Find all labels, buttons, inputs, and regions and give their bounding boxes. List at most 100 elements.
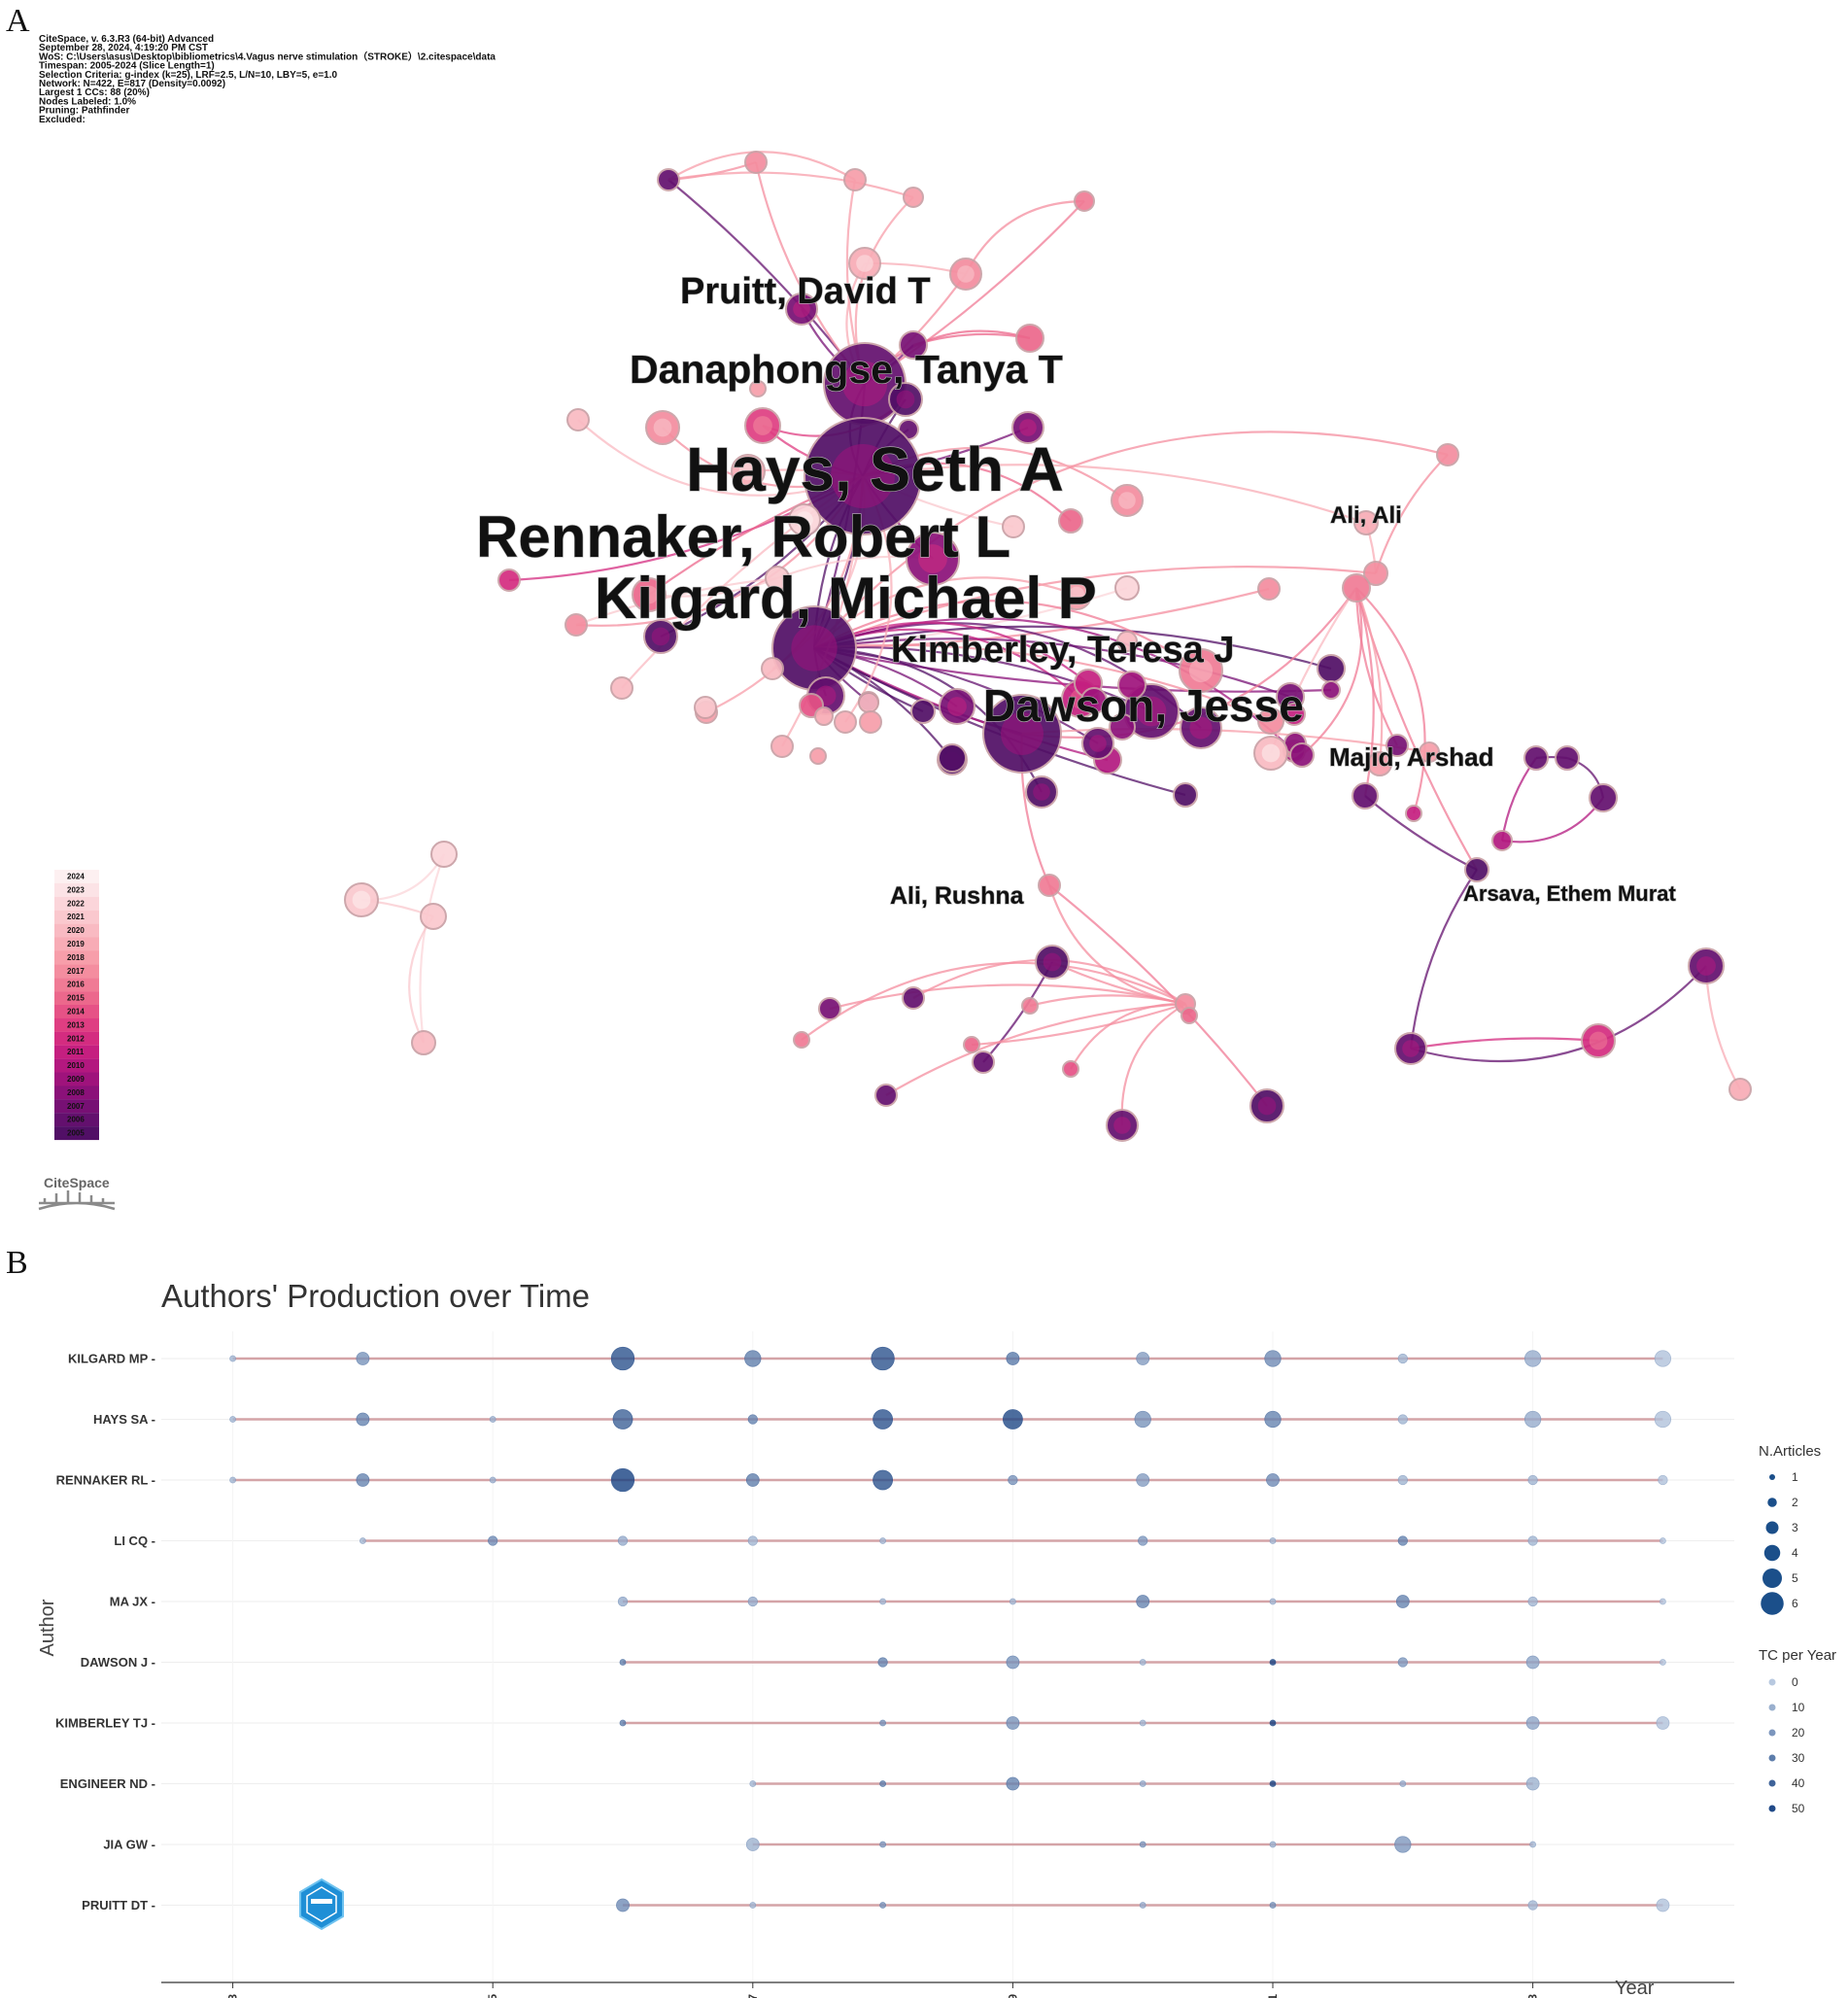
article-point	[747, 1535, 758, 1546]
article-point	[1269, 1598, 1277, 1605]
network-node-core	[738, 462, 758, 481]
year-label: 2007	[67, 1102, 85, 1111]
author-label: Kimberley, Teresa J	[891, 630, 1234, 671]
article-point	[616, 1898, 630, 1912]
network-node-core	[1402, 1040, 1420, 1057]
year-label: 2021	[67, 913, 85, 921]
article-point	[879, 1598, 886, 1605]
article-point	[356, 1352, 370, 1365]
article-point	[1136, 1595, 1150, 1608]
network-edge	[419, 853, 446, 1044]
network-node-core	[639, 585, 659, 604]
network-node	[1363, 561, 1388, 586]
network-node-core	[793, 300, 810, 318]
x-tick-label: 2023	[1526, 1994, 1540, 1998]
metadata-line: Pruning: Pathfinder	[39, 106, 129, 117]
author-label: Arsava, Ethem Murat	[1463, 881, 1677, 906]
article-point	[1003, 1409, 1023, 1430]
article-point	[1010, 1598, 1016, 1605]
network-node	[818, 997, 841, 1020]
year-swatch	[54, 991, 99, 1006]
x-tick-label: 2021	[1266, 1994, 1280, 1998]
color-legend-key	[1768, 1779, 1776, 1787]
article-point	[749, 1902, 757, 1909]
network-edge	[971, 1002, 1186, 1047]
article-point	[871, 1346, 895, 1371]
article-point	[612, 1409, 633, 1430]
network-edge	[1410, 1037, 1599, 1051]
size-legend-label: 5	[1792, 1571, 1798, 1585]
network-node	[809, 747, 827, 765]
network-node	[420, 903, 447, 930]
color-legend-label: 30	[1792, 1751, 1805, 1765]
network-node-core	[651, 627, 670, 646]
article-point	[610, 1346, 635, 1371]
network-node	[1117, 671, 1146, 700]
article-point	[1006, 1655, 1020, 1670]
article-point	[610, 1467, 635, 1493]
metadata-line: Network: N=422, E=817 (Density=0.0092)	[39, 79, 225, 89]
article-point	[356, 1412, 370, 1427]
chart-gridlines	[161, 1331, 1734, 1982]
year-label: 2019	[67, 940, 85, 948]
metadata-line: Selection Criteria: g-index (k=25), LRF=…	[39, 70, 337, 81]
year-label: 2013	[67, 1020, 85, 1029]
author-label: KIMBERLEY TJ -	[55, 1716, 155, 1731]
article-point	[879, 1902, 886, 1909]
author-timelines	[229, 1346, 1672, 1912]
color-legend-label: 40	[1792, 1776, 1805, 1790]
network-node	[1353, 510, 1379, 535]
year-swatch	[54, 950, 99, 965]
article-point	[1264, 1350, 1282, 1367]
author-label: HAYS SA -	[93, 1412, 155, 1427]
network-node	[910, 699, 936, 724]
article-point	[1134, 1410, 1151, 1429]
network-node	[1523, 745, 1549, 771]
network-node	[749, 380, 767, 397]
article-point	[1136, 1352, 1150, 1365]
article-point	[1527, 1474, 1538, 1486]
network-edge	[862, 464, 1367, 525]
network-edge	[667, 151, 856, 181]
article-point	[873, 1409, 893, 1430]
article-point	[1660, 1659, 1666, 1666]
network-node	[1257, 707, 1284, 735]
size-legend-label: 1	[1792, 1470, 1798, 1484]
network-edge	[982, 961, 1053, 1063]
chart-title: Authors' Production over Time	[161, 1278, 590, 1314]
network-node-core	[1188, 658, 1214, 683]
article-point	[489, 1416, 496, 1423]
metadata-line: September 28, 2024, 4:19:20 PM CST	[39, 43, 208, 53]
network-node-core	[1019, 419, 1037, 436]
network-node	[1114, 575, 1140, 601]
year-label: 2016	[67, 981, 85, 989]
article-point	[1660, 1598, 1666, 1605]
network-node	[1002, 515, 1025, 538]
article-point	[1269, 1902, 1277, 1909]
article-point	[1139, 1659, 1146, 1666]
x-tick-label: 2019	[1006, 1994, 1019, 1998]
article-point	[1656, 1716, 1670, 1730]
author-label: PRUITT DT -	[82, 1898, 155, 1912]
network-node-core	[918, 544, 947, 573]
network-node	[1352, 782, 1379, 810]
size-legend-label: 2	[1792, 1496, 1798, 1509]
size-legend-label: 3	[1792, 1521, 1798, 1534]
article-point	[1136, 1473, 1150, 1487]
network-edge	[1029, 994, 1186, 1008]
article-point	[1527, 1596, 1538, 1607]
network-edge	[1355, 587, 1426, 814]
panel-a-letter: A	[6, 3, 30, 39]
author-label: Rennaker, Robert L	[476, 504, 1010, 569]
network-edge	[1500, 757, 1537, 842]
year-color-legend: 2024 2023 2022 2021 2020 2019 2018 2017 2016 2015…	[54, 870, 99, 1141]
article-point	[745, 1838, 760, 1851]
network-node	[1555, 745, 1580, 771]
network-node	[1021, 997, 1039, 1015]
year-label: 2008	[67, 1088, 85, 1097]
color-legend-label: 50	[1792, 1802, 1805, 1815]
article-point	[359, 1537, 366, 1544]
network-node	[1436, 443, 1459, 466]
article-point	[1394, 1836, 1412, 1853]
network-edge	[1501, 797, 1604, 844]
